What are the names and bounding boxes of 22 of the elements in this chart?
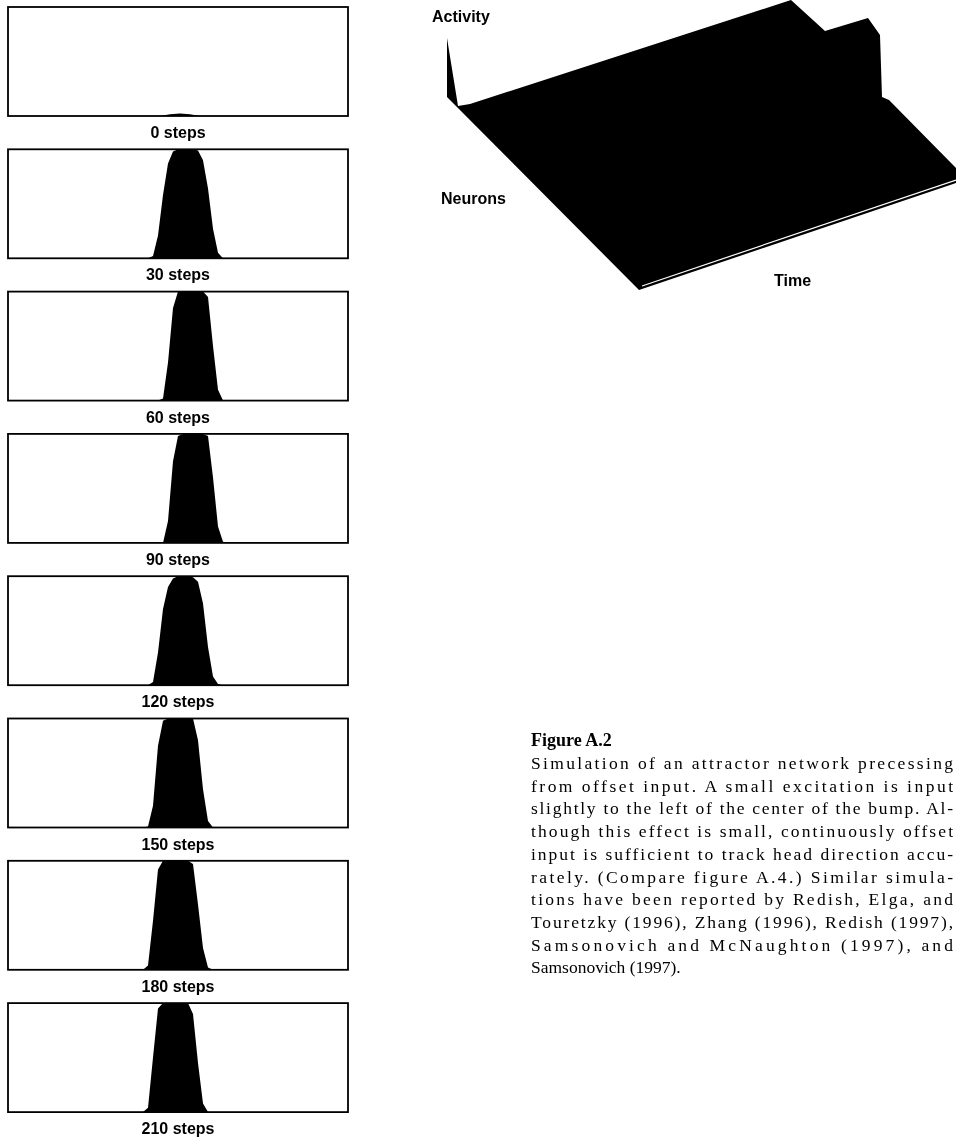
text: 0 steps (150, 124, 206, 141)
text: rately. (Compare figure A.4.) Similar simula- (531, 866, 954, 887)
x-axis-title: 210 steps (141, 1120, 215, 1138)
text: Samsonovich (1997). (531, 957, 681, 978)
x-axis-title: 30 steps (145, 266, 211, 284)
text: Simulation of an attractor network precessing (531, 753, 954, 773)
x-axis-title: 150 steps (141, 835, 215, 853)
text: input is sufficient to track head direction accu- (531, 843, 954, 864)
text: Time (774, 272, 812, 289)
text: slightly to the left of the center of the bump. Al- (531, 798, 954, 819)
text: Activity (432, 8, 490, 25)
text: Samsonovich and McNaughton (1997), and (531, 934, 954, 955)
text: Neurons (441, 190, 506, 207)
x-axis-title: 120 steps (141, 693, 215, 711)
text: Touretzky (1996), Zhang (1996), Redish (1997), (531, 911, 953, 932)
text: Figure A.2 (531, 730, 612, 750)
x-axis-title: 90 steps (145, 550, 211, 568)
text: though this effect is small, continuously offset (531, 821, 954, 842)
text: from offset input. A small excitation is input (531, 775, 954, 796)
text: tions have been reported by Redish, Elga, and (531, 889, 954, 910)
x-axis-title: 60 steps (145, 408, 211, 426)
x-axis-title: 180 steps (141, 977, 215, 995)
